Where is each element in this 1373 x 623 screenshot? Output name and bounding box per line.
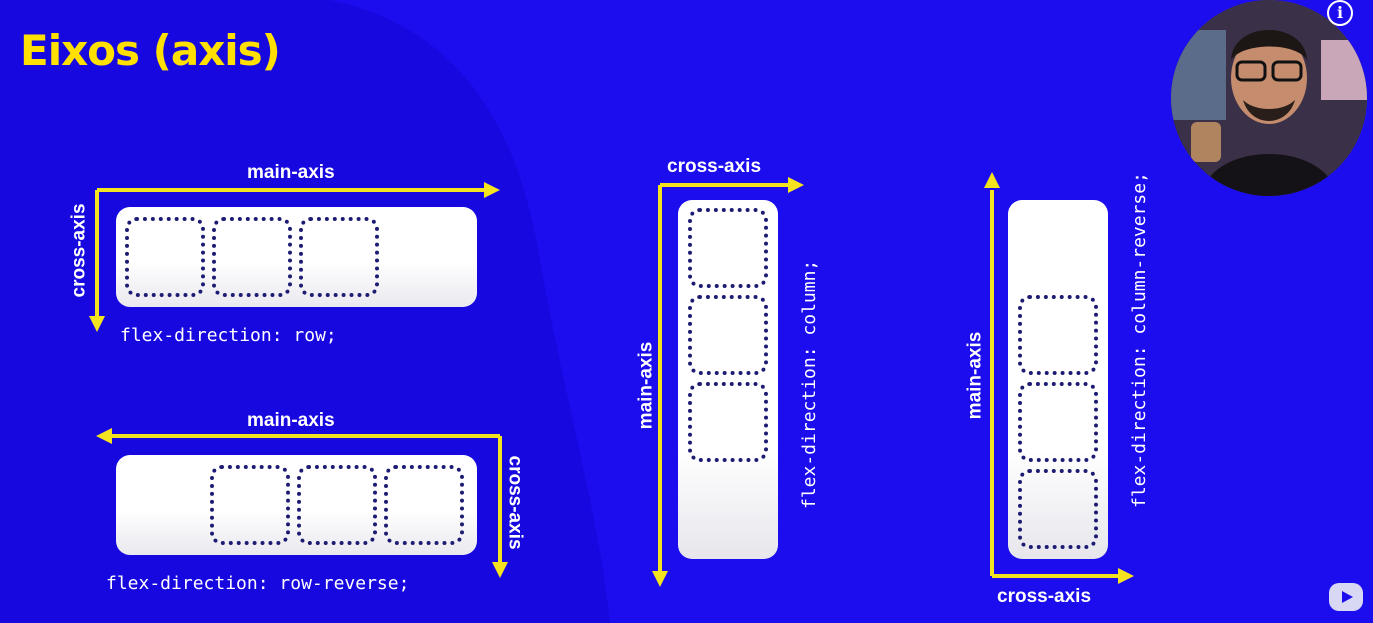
- row-reverse-cross-axis-arrowhead: [492, 562, 508, 578]
- column-reverse-main-axis-arrowhead: [984, 172, 1000, 188]
- row-flex-container: [116, 207, 477, 307]
- column-cross-axis-arrowhead: [788, 177, 804, 193]
- column-reverse-main-axis-label: main-axis: [964, 331, 986, 420]
- flex-item: [1018, 295, 1098, 375]
- column-main-axis-label: main-axis: [635, 341, 657, 430]
- row-reverse-flex-container: [116, 455, 477, 555]
- column-reverse-code-label: flex-direction: column-reverse;: [1129, 172, 1150, 508]
- flex-item: [384, 465, 464, 545]
- presenter-webcam: [1171, 0, 1367, 196]
- row-reverse-cross-axis-label: cross-axis: [504, 455, 526, 550]
- column-reverse-flex-container: [1008, 200, 1108, 559]
- row-reverse-main-axis-label: main-axis: [247, 410, 335, 431]
- flex-item: [1018, 382, 1098, 462]
- flex-item: [125, 217, 205, 297]
- row-main-axis-label: main-axis: [247, 162, 335, 183]
- flex-item: [212, 217, 292, 297]
- column-code-label: flex-direction: column;: [799, 259, 820, 509]
- presenter-image: [1171, 0, 1367, 196]
- flex-item: [688, 208, 768, 288]
- flex-item: [297, 465, 377, 545]
- row-cross-axis-arrowhead: [89, 316, 105, 332]
- row-cross-axis-label: cross-axis: [68, 203, 90, 298]
- flex-item: [688, 295, 768, 375]
- column-flex-container: [678, 200, 778, 559]
- column-reverse-cross-axis-arrowhead: [1118, 568, 1134, 584]
- flex-item: [299, 217, 379, 297]
- flex-item: [688, 382, 768, 462]
- row-main-axis-arrowhead: [484, 182, 500, 198]
- page-title: Eixos (axis): [20, 26, 281, 75]
- row-reverse-main-axis-arrowhead: [96, 428, 112, 444]
- row-code-label: flex-direction: row;: [120, 325, 337, 346]
- flex-item: [1018, 469, 1098, 549]
- column-reverse-cross-axis-label: cross-axis: [997, 586, 1092, 607]
- flex-item: [210, 465, 290, 545]
- column-main-axis-arrowhead: [652, 571, 668, 587]
- column-cross-axis-label: cross-axis: [667, 156, 762, 177]
- video-brand-icon[interactable]: [1329, 583, 1363, 611]
- row-reverse-code-label: flex-direction: row-reverse;: [106, 573, 410, 594]
- info-icon[interactable]: i: [1327, 0, 1353, 26]
